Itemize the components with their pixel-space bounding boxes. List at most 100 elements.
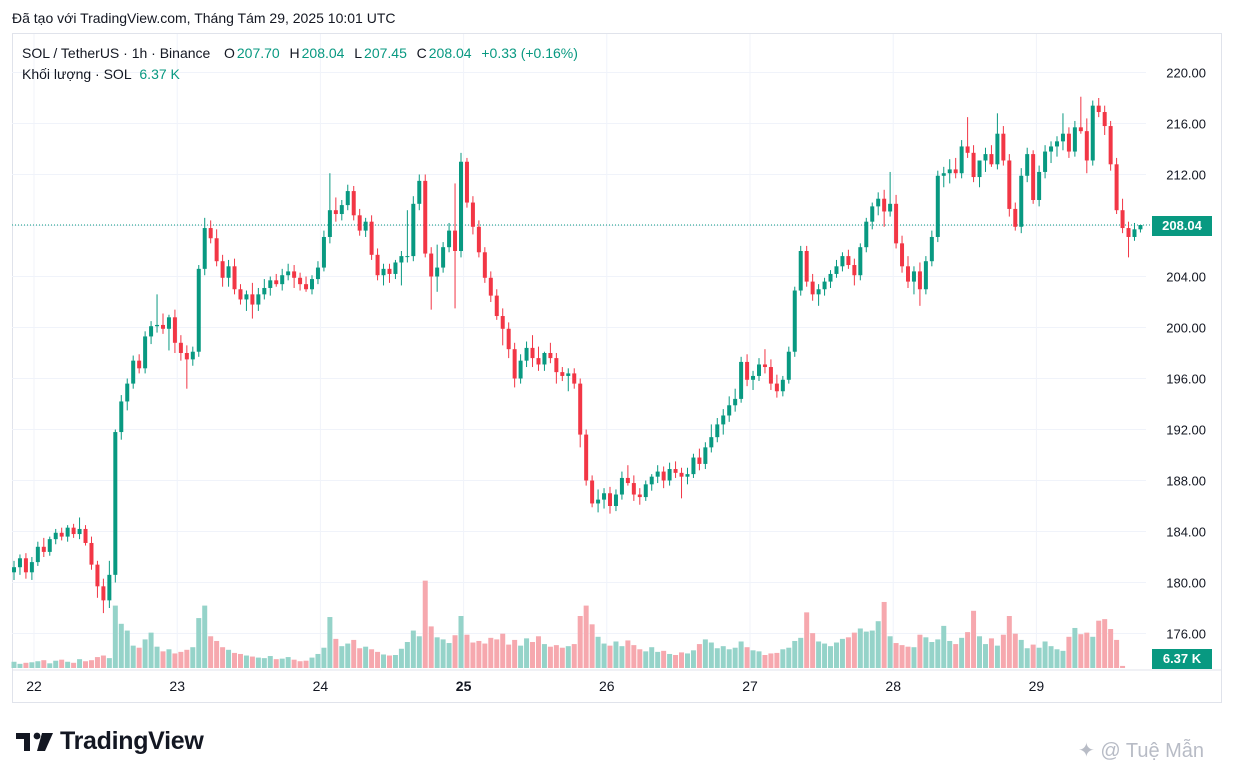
- candle: [47, 536, 52, 556]
- candle: [1013, 202, 1018, 231]
- volume-bar: [965, 632, 971, 668]
- candle: [12, 560, 16, 580]
- volume-label[interactable]: Khối lượng · SOL: [22, 66, 132, 82]
- candle-body: [494, 295, 499, 317]
- candle: [286, 263, 291, 281]
- volume-bar: [130, 645, 136, 668]
- candle-body: [619, 477, 624, 495]
- candle-body: [929, 236, 934, 262]
- candle-body: [47, 539, 52, 552]
- candle-body: [900, 243, 905, 267]
- volume-bar: [184, 649, 190, 668]
- volume-bar: [696, 644, 702, 668]
- volume-bar: [386, 655, 392, 668]
- candle: [894, 194, 899, 249]
- candle-body: [649, 476, 654, 485]
- volume-bar: [822, 643, 828, 668]
- price-chart[interactable]: 176.00 180.00 184.00 188.00 192.00 196.00 200.…: [0, 0, 1236, 700]
- volume-bar: [547, 646, 553, 668]
- volume-bar: [953, 644, 959, 668]
- volume-bar: [428, 626, 434, 668]
- volume-bar: [59, 659, 65, 668]
- volume-bar: [732, 647, 738, 668]
- volume-bar: [792, 640, 798, 668]
- candle-body: [107, 574, 112, 601]
- volume-bar: [190, 647, 196, 668]
- volume-bar: [541, 644, 547, 668]
- candle: [405, 210, 410, 263]
- symbol-label[interactable]: SOL / TetherUS · 1h · Binance: [22, 45, 211, 61]
- candle: [363, 217, 368, 237]
- candle-body: [1037, 171, 1042, 200]
- volume-bar: [124, 630, 130, 668]
- volume-bar: [83, 661, 89, 668]
- volume-bar: [285, 657, 291, 668]
- candle: [822, 277, 827, 296]
- volume-bar: [446, 643, 452, 668]
- candle: [268, 276, 273, 296]
- candle: [530, 335, 535, 368]
- volume-bar: [488, 637, 494, 668]
- candle: [995, 113, 1000, 170]
- candle: [757, 358, 761, 382]
- candle: [1031, 150, 1036, 204]
- volume-bar: [160, 651, 166, 668]
- volume-bar: [637, 649, 643, 668]
- candle-body: [685, 474, 690, 477]
- volume-bar: [464, 634, 470, 668]
- volume-bar: [339, 646, 345, 668]
- volume-bar: [440, 639, 446, 668]
- candle-body: [1066, 133, 1071, 152]
- volume-bar: [1018, 639, 1024, 668]
- candle-body: [530, 347, 535, 359]
- candle-body: [321, 236, 326, 268]
- volume-bar: [94, 657, 100, 668]
- volume-bar: [398, 648, 404, 668]
- candle: [351, 185, 356, 221]
- volume-bar: [804, 612, 810, 668]
- candle: [190, 346, 195, 366]
- candle-body: [1031, 154, 1036, 200]
- candle-body: [673, 469, 678, 473]
- candle-body: [798, 251, 803, 291]
- candle-body: [1102, 112, 1107, 127]
- candle: [131, 355, 136, 389]
- candle: [220, 254, 225, 287]
- candle-body: [721, 415, 726, 425]
- candle-body: [23, 558, 28, 573]
- candle: [858, 243, 863, 281]
- candle: [17, 554, 22, 575]
- volume-bar: [959, 637, 965, 668]
- candle: [292, 265, 297, 288]
- candle: [643, 480, 648, 501]
- candle-body: [751, 375, 756, 380]
- volume-bar: [768, 653, 774, 668]
- volume-bar: [720, 646, 726, 668]
- candle: [429, 247, 434, 310]
- volume-bar: [673, 655, 679, 668]
- candle-body: [1055, 141, 1059, 147]
- candle: [244, 290, 249, 311]
- last-volume-tag: 6.37 K: [1152, 649, 1212, 669]
- candle-body: [941, 173, 946, 176]
- candle: [1102, 105, 1107, 135]
- candle-body: [1096, 105, 1101, 113]
- candle-body: [196, 268, 201, 352]
- volume-bar: [655, 651, 661, 668]
- tradingview-logo[interactable]: TradingView: [16, 727, 204, 756]
- volume-bar: [202, 605, 208, 668]
- candle-body: [369, 221, 374, 255]
- volume-bars: [11, 580, 1126, 668]
- candle: [691, 453, 696, 478]
- candle-body: [822, 281, 827, 290]
- volume-bar: [988, 638, 994, 668]
- candle: [166, 314, 171, 351]
- candle-body: [459, 161, 463, 251]
- candle-body: [518, 360, 523, 379]
- candle: [637, 488, 642, 505]
- candle-body: [596, 499, 601, 504]
- candle: [554, 353, 559, 384]
- candle: [1120, 198, 1125, 234]
- volume-bar: [690, 650, 696, 668]
- candle-body: [447, 230, 452, 248]
